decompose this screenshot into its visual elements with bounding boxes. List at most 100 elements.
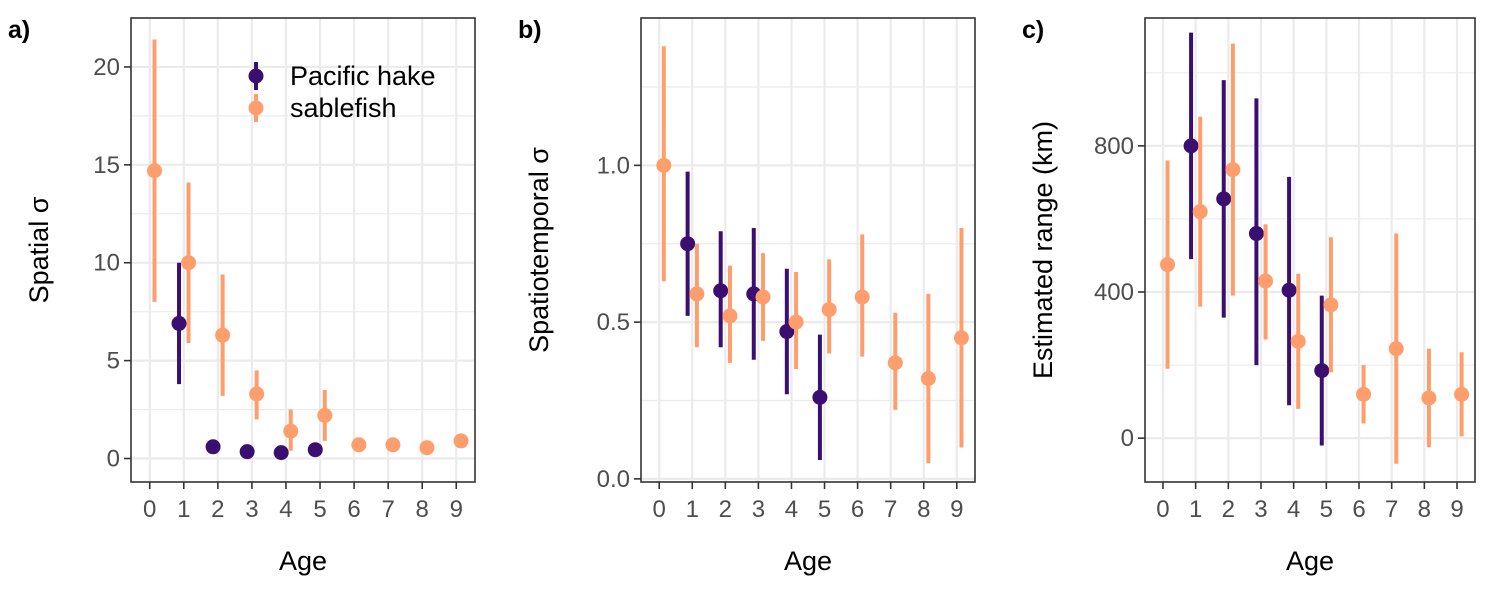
data-point xyxy=(171,315,187,331)
x-tick-label: 5 xyxy=(313,496,326,523)
x-axis-title: Age xyxy=(279,546,327,576)
x-tick-label: 3 xyxy=(1254,496,1267,523)
data-point xyxy=(1258,273,1274,289)
legend-key-point xyxy=(248,68,264,84)
x-tick-label: 4 xyxy=(1287,496,1300,523)
data-point xyxy=(1388,341,1404,357)
data-point xyxy=(713,283,729,299)
data-point xyxy=(1183,138,1199,154)
data-point xyxy=(1225,162,1241,178)
y-tick-label: 0.5 xyxy=(597,309,630,336)
x-tick-label: 6 xyxy=(1352,496,1365,523)
y-tick-label: 1.0 xyxy=(597,152,630,179)
data-point xyxy=(854,289,870,305)
data-point xyxy=(1248,226,1264,242)
panel-label: c) xyxy=(1022,16,1044,44)
x-tick-label: 1 xyxy=(686,496,699,523)
y-axis-title: Spatial σ xyxy=(24,196,54,303)
x-tick-label: 2 xyxy=(211,496,224,523)
data-point xyxy=(722,308,738,324)
data-point xyxy=(147,163,163,179)
x-tick-label: 7 xyxy=(381,496,394,523)
x-tick-label: 8 xyxy=(917,496,930,523)
y-axis-title: Spatiotemporal σ xyxy=(524,147,554,353)
x-tick-label: 0 xyxy=(1156,496,1169,523)
x-tick-label: 0 xyxy=(143,496,156,523)
x-tick-label: 9 xyxy=(950,496,963,523)
data-point xyxy=(283,423,299,439)
y-axis-title: Estimated range (km) xyxy=(1028,121,1058,379)
data-point xyxy=(1192,204,1208,220)
data-point xyxy=(1454,386,1470,402)
x-tick-label: 1 xyxy=(1189,496,1202,523)
x-axis-title: Age xyxy=(784,546,832,576)
data-point xyxy=(1356,386,1372,402)
data-point xyxy=(1290,333,1306,349)
data-point xyxy=(1314,363,1330,379)
panel-border xyxy=(1144,17,1476,483)
legend-label: Pacific hake xyxy=(290,61,436,91)
x-tick-label: 2 xyxy=(719,496,732,523)
x-tick-label: 7 xyxy=(1385,496,1398,523)
data-point xyxy=(215,327,231,343)
data-point xyxy=(1160,257,1176,273)
data-point xyxy=(385,437,401,453)
data-point xyxy=(307,442,323,458)
x-tick-label: 4 xyxy=(279,496,292,523)
data-point xyxy=(1281,282,1297,298)
data-point xyxy=(249,386,265,402)
y-tick-label: 400 xyxy=(1094,279,1134,306)
data-point xyxy=(317,407,333,423)
data-point xyxy=(181,255,197,271)
y-tick-label: 0.0 xyxy=(597,466,630,493)
series-sablefish xyxy=(1160,43,1470,464)
panel-border xyxy=(640,17,976,483)
data-point xyxy=(419,440,435,456)
data-point xyxy=(689,286,705,302)
x-tick-label: 5 xyxy=(818,496,831,523)
x-tick-label: 6 xyxy=(347,496,360,523)
data-point xyxy=(812,389,828,405)
x-tick-label: 0 xyxy=(653,496,666,523)
y-tick-label: 15 xyxy=(93,152,120,179)
data-point xyxy=(887,355,903,371)
panel-label: b) xyxy=(518,16,542,44)
x-tick-label: 1 xyxy=(177,496,190,523)
x-tick-label: 8 xyxy=(1418,496,1431,523)
y-tick-label: 5 xyxy=(107,348,120,375)
data-point xyxy=(205,439,221,455)
data-point xyxy=(239,444,255,460)
x-tick-label: 9 xyxy=(450,496,463,523)
plot-background xyxy=(1145,18,1475,482)
y-tick-label: 10 xyxy=(93,250,120,277)
legend-label: sablefish xyxy=(290,93,397,123)
y-tick-label: 0 xyxy=(107,446,120,473)
data-point xyxy=(1216,191,1232,207)
x-tick-label: 5 xyxy=(1320,496,1333,523)
y-tick-label: 800 xyxy=(1094,133,1134,160)
series-sablefish xyxy=(147,39,469,456)
y-tick-label: 0 xyxy=(1121,425,1134,452)
x-tick-label: 8 xyxy=(416,496,429,523)
panel-label: a) xyxy=(8,16,30,44)
x-tick-label: 9 xyxy=(1450,496,1463,523)
data-point xyxy=(453,433,469,449)
panel-border xyxy=(130,17,476,483)
data-point xyxy=(920,371,936,387)
legend-key-point xyxy=(248,100,264,116)
series-pacific-hake xyxy=(171,262,323,461)
series-sablefish xyxy=(656,46,969,464)
x-tick-label: 4 xyxy=(785,496,798,523)
x-axis-title: Age xyxy=(1286,546,1334,576)
x-tick-label: 3 xyxy=(245,496,258,523)
data-point xyxy=(821,302,837,318)
data-point xyxy=(656,157,672,173)
data-point xyxy=(1421,390,1437,406)
data-point xyxy=(680,236,696,252)
x-tick-label: 6 xyxy=(851,496,864,523)
data-point xyxy=(351,437,367,453)
data-point xyxy=(953,330,969,346)
